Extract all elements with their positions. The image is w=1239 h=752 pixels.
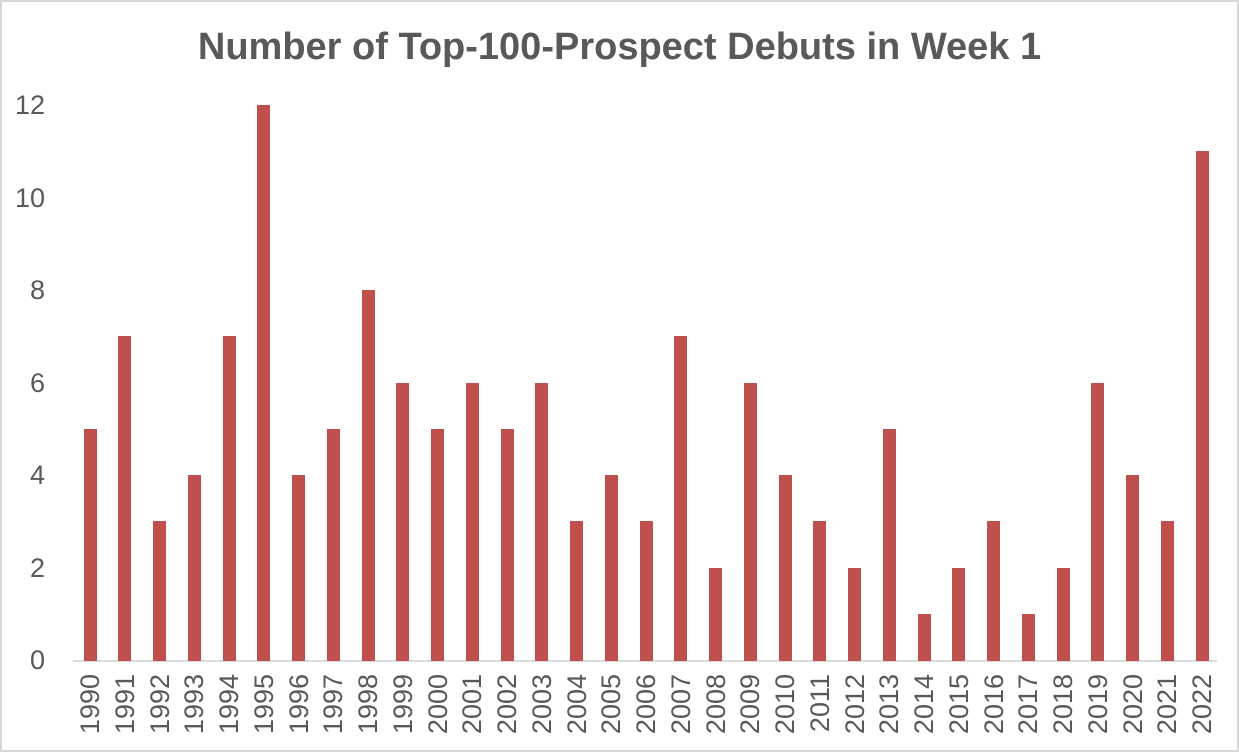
x-axis-label-1993: 1993 xyxy=(179,674,210,735)
x-axis-label-2006: 2006 xyxy=(631,674,661,735)
bar-2000 xyxy=(431,428,444,661)
x-axis-label-1999: 1999 xyxy=(387,674,418,735)
y-axis-tick-10: 10 xyxy=(14,182,45,213)
y-axis-tick-6: 6 xyxy=(29,367,45,398)
x-axis-label-2019: 2019 xyxy=(1082,674,1113,735)
x-axis-label-2020: 2020 xyxy=(1117,674,1148,735)
bar-1991 xyxy=(118,336,132,661)
y-axis-tick-12: 12 xyxy=(14,90,45,120)
bar-1993 xyxy=(187,475,201,661)
x-axis-label-2014: 2014 xyxy=(909,674,939,735)
bar-2019 xyxy=(1091,382,1105,661)
y-axis-tick-4: 4 xyxy=(29,460,45,490)
x-axis-label-2002: 2002 xyxy=(492,674,522,735)
bar-2007 xyxy=(674,336,688,661)
bar-2002 xyxy=(500,428,514,661)
x-axis-line xyxy=(73,660,1217,662)
bar-1998 xyxy=(361,290,375,661)
y-axis-tick-8: 8 xyxy=(29,275,45,305)
bar-2022 xyxy=(1195,151,1209,661)
bar-2014 xyxy=(917,613,931,661)
bar-2018 xyxy=(1056,567,1070,661)
bar-2011 xyxy=(813,521,827,661)
bar-1995 xyxy=(257,105,271,661)
x-axis-label-1998: 1998 xyxy=(353,674,383,735)
bar-2017 xyxy=(1021,613,1035,661)
x-axis-label-1995: 1995 xyxy=(248,674,279,735)
x-axis-label-2004: 2004 xyxy=(561,674,592,735)
x-axis-label-1990: 1990 xyxy=(75,674,105,735)
bar-2012 xyxy=(848,567,861,661)
bar-2006 xyxy=(639,521,653,661)
bar-2020 xyxy=(1126,475,1139,661)
x-axis-label-2001: 2001 xyxy=(457,674,488,735)
bar-2005 xyxy=(604,475,618,661)
x-axis-label-2003: 2003 xyxy=(526,674,557,735)
x-axis-label-1991: 1991 xyxy=(109,674,140,735)
x-axis-label-2017: 2017 xyxy=(1013,674,1044,735)
x-axis-label-1997: 1997 xyxy=(318,674,349,735)
y-axis-tick-0: 0 xyxy=(29,645,45,675)
x-axis-label-2011: 2011 xyxy=(804,674,835,733)
bar-2001 xyxy=(465,382,479,661)
bar-2010 xyxy=(778,475,792,661)
bar-2003 xyxy=(535,382,549,661)
bar-2021 xyxy=(1160,521,1174,661)
bar-1992 xyxy=(153,521,166,661)
x-axis-label-2008: 2008 xyxy=(700,674,731,735)
x-axis-label-2018: 2018 xyxy=(1048,674,1078,735)
x-axis-label-2012: 2012 xyxy=(839,674,870,735)
bar-1997 xyxy=(326,428,340,661)
x-axis-label-2000: 2000 xyxy=(422,674,453,735)
x-axis-label-1996: 1996 xyxy=(283,674,314,735)
x-axis-label-2005: 2005 xyxy=(596,674,627,735)
x-axis-label-2016: 2016 xyxy=(978,674,1009,735)
bar-1996 xyxy=(292,475,305,661)
x-axis-label-2022: 2022 xyxy=(1187,674,1217,735)
x-axis-label-2015: 2015 xyxy=(943,674,974,735)
bar-1990 xyxy=(83,428,97,661)
x-axis-label-1992: 1992 xyxy=(144,674,175,735)
x-axis-label-2021: 2021 xyxy=(1152,674,1183,735)
x-axis-label-2013: 2013 xyxy=(874,674,905,735)
bar-2009 xyxy=(743,382,757,661)
bar-2004 xyxy=(570,521,583,661)
chart-title: Number of Top-100-Prospect Debuts in Wee… xyxy=(197,26,1042,68)
bar-2016 xyxy=(987,521,1000,661)
x-axis-label-1994: 1994 xyxy=(214,674,244,735)
x-axis-label-2009: 2009 xyxy=(735,674,766,735)
bar-2015 xyxy=(952,567,966,661)
bar-2008 xyxy=(709,567,722,661)
y-axis-tick-2: 2 xyxy=(29,552,45,583)
x-axis-label-2007: 2007 xyxy=(665,674,696,735)
bar-1994 xyxy=(222,336,236,661)
x-axis-label-2010: 2010 xyxy=(770,674,800,735)
bar-1999 xyxy=(396,382,410,661)
bar-2013 xyxy=(882,428,896,661)
